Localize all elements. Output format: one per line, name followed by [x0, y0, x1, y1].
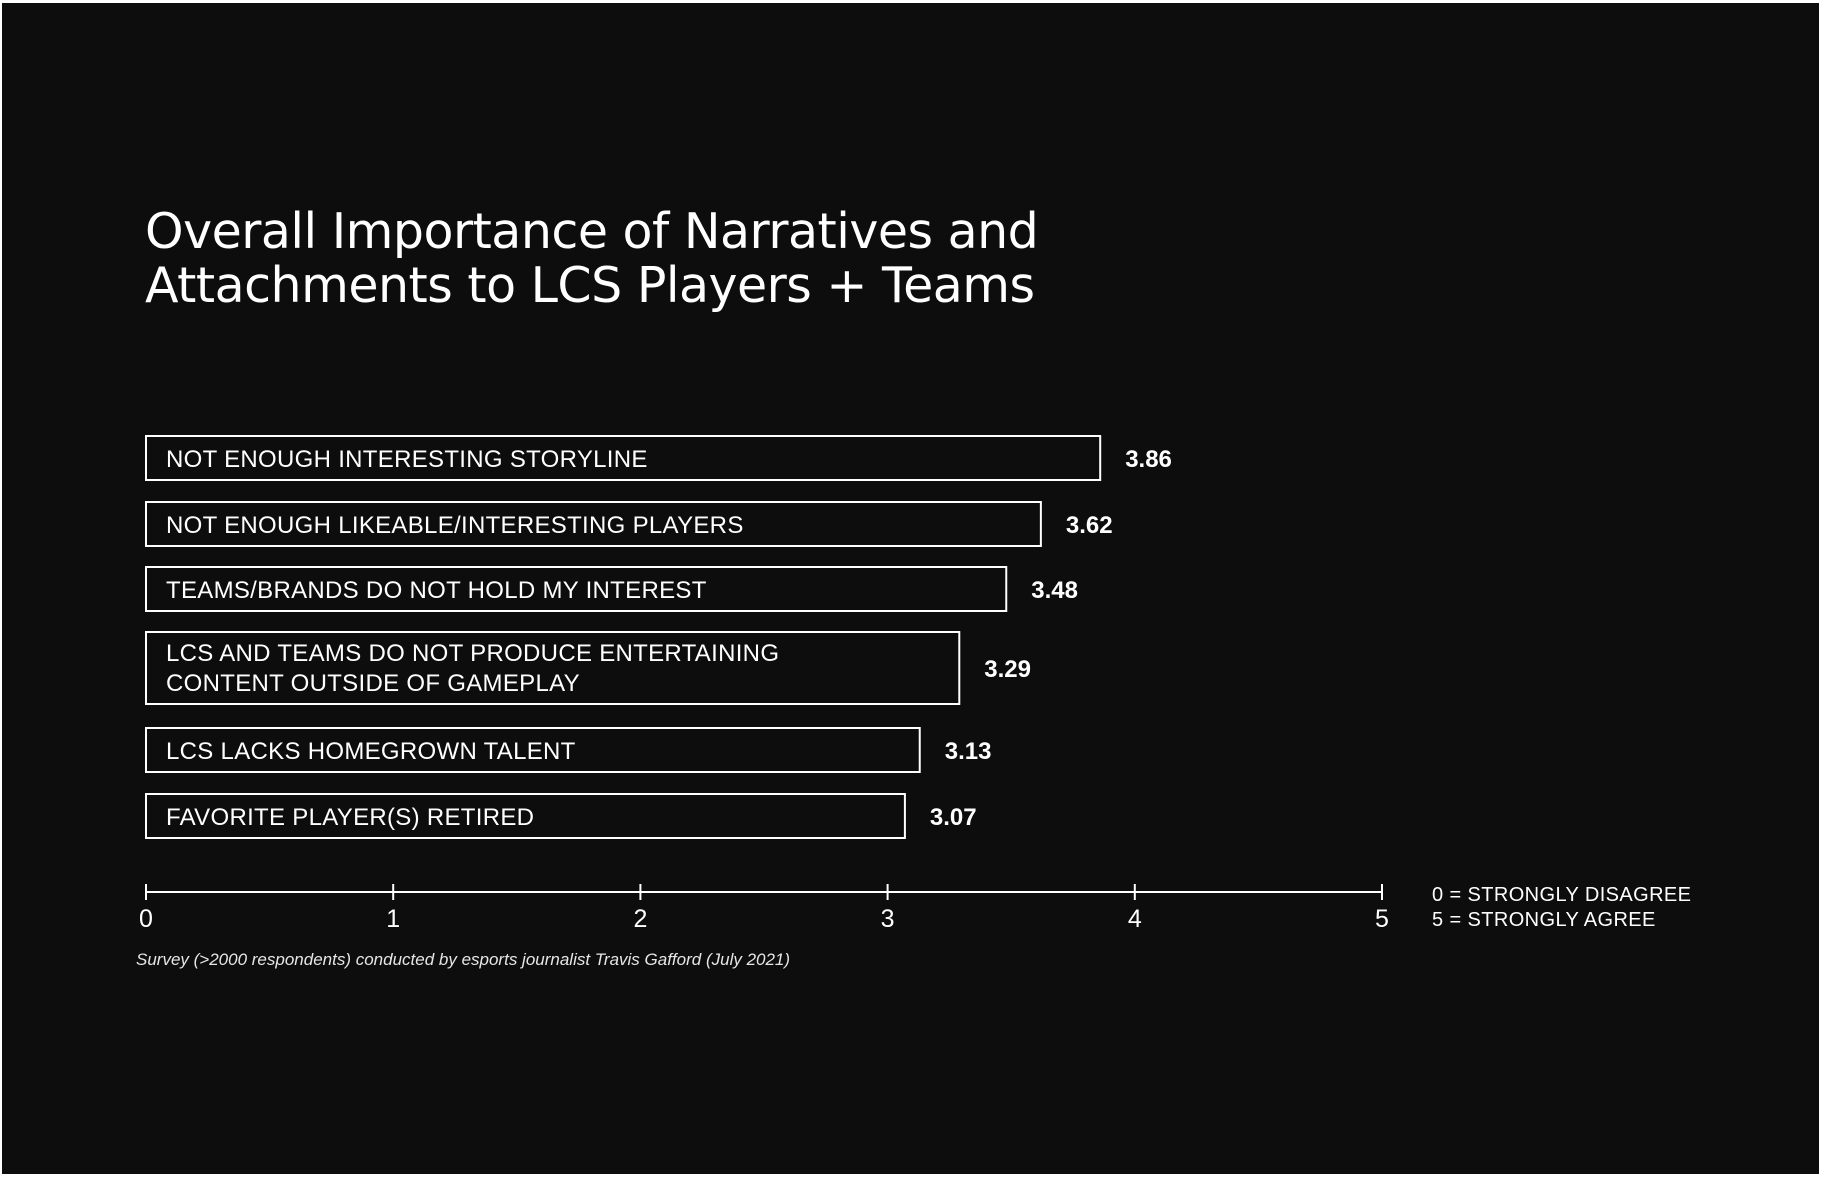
- bar-label-4-line-2: CONTENT OUTSIDE OF GAMEPLAY: [166, 670, 580, 697]
- bar-2: [145, 501, 1042, 547]
- x-tick-label-3: 3: [881, 905, 895, 933]
- legend-line-1: 0 = STRONGLY DISAGREE: [1432, 884, 1691, 906]
- value-label-3: 3.48: [1031, 577, 1078, 604]
- bar-5: [145, 727, 921, 773]
- scale-legend: 0 = STRONGLY DISAGREE 5 = STRONGLY AGREE: [1432, 884, 1691, 931]
- bar-1: [145, 435, 1102, 481]
- value-label-4: 3.29: [984, 656, 1031, 683]
- x-tick-label-1: 1: [386, 905, 400, 933]
- bar-label-5: LCS LACKS HOMEGROWN TALENT: [166, 738, 576, 765]
- chart-title-line-2: Attachments to LCS Players + Teams: [145, 257, 1035, 314]
- bar-label-6: FAVORITE PLAYER(S) RETIRED: [166, 804, 534, 831]
- bar-label-3: TEAMS/BRANDS DO NOT HOLD MY INTEREST: [166, 577, 707, 604]
- chart-title: Overall Importance of Narratives and Att…: [145, 203, 1039, 314]
- x-tick-label-2: 2: [633, 905, 647, 933]
- bars-group: NOT ENOUGH INTERESTING STORYLINE 3.86 NOT …: [145, 435, 1172, 839]
- bar-4: [145, 631, 961, 705]
- bar-3: [145, 566, 1008, 612]
- x-tick-label-4: 4: [1128, 905, 1142, 933]
- bar-label-1: NOT ENOUGH INTERESTING STORYLINE: [166, 446, 648, 473]
- bar-6: [145, 793, 906, 839]
- source-note: Survey (>2000 respondents) conducted by …: [136, 950, 791, 969]
- x-axis: 0 1 2 3 4 5: [139, 884, 1389, 933]
- legend-line-2: 5 = STRONGLY AGREE: [1432, 909, 1656, 931]
- value-label-2: 3.62: [1066, 512, 1113, 539]
- x-tick-label-5: 5: [1375, 905, 1389, 933]
- x-tick-label-0: 0: [139, 905, 153, 933]
- value-label-6: 3.07: [930, 804, 977, 831]
- bar-label-2: NOT ENOUGH LIKEABLE/INTERESTING PLAYERS: [166, 512, 744, 539]
- value-label-1: 3.86: [1125, 446, 1172, 473]
- value-label-5: 3.13: [945, 738, 992, 765]
- chart-title-line-1: Overall Importance of Narratives and: [145, 203, 1039, 260]
- bar-label-4-line-1: LCS AND TEAMS DO NOT PRODUCE ENTERTAININ…: [166, 640, 779, 667]
